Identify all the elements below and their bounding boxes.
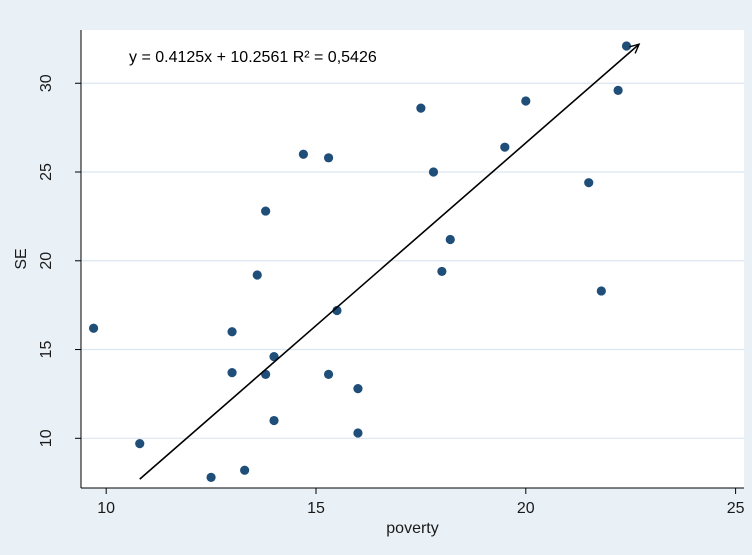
data-point <box>261 206 271 216</box>
grid-lines <box>81 82 744 439</box>
data-point <box>261 369 271 379</box>
trendline-arrowhead <box>629 43 641 54</box>
x-tick-label: 20 <box>517 500 535 517</box>
data-point <box>596 286 606 296</box>
trendline-group <box>139 43 641 480</box>
data-point <box>437 266 447 277</box>
x-axis-title: poverty <box>386 520 438 537</box>
regression-annotation: y = 0.4125x + 10.2561 R² = 0,5426 <box>129 49 377 66</box>
data-point <box>332 305 342 316</box>
y-tick-label: 25 <box>38 163 55 181</box>
data-point <box>428 167 439 177</box>
data-point <box>227 327 237 337</box>
data-point <box>88 323 99 333</box>
plot-area <box>81 30 744 488</box>
data-point <box>613 85 623 95</box>
y-tick-label: 30 <box>38 74 55 92</box>
data-point <box>323 153 334 163</box>
data-point <box>269 352 279 362</box>
data-point <box>353 428 363 438</box>
data-point <box>227 368 237 378</box>
data-point <box>135 439 145 449</box>
data-point <box>206 472 216 482</box>
data-point <box>298 149 308 159</box>
data-point <box>240 465 250 475</box>
data-point <box>621 41 632 51</box>
data-point <box>269 415 279 426</box>
x-tick-label: 25 <box>727 500 745 517</box>
y-tick-label: 15 <box>38 341 55 359</box>
trendline <box>139 43 640 480</box>
data-point <box>584 178 594 188</box>
y-axis-title: SE <box>13 248 30 269</box>
y-tick-label: 10 <box>38 429 55 447</box>
data-point <box>500 142 510 152</box>
x-tick-label: 10 <box>97 500 115 517</box>
data-point <box>445 234 455 245</box>
tick-labels: 10 15 20 25 10 15 20 25 30 <box>38 74 744 517</box>
data-point <box>252 270 262 280</box>
axes <box>75 30 744 494</box>
data-point <box>353 383 363 394</box>
y-tick-label: 20 <box>38 252 55 270</box>
data-point <box>323 369 334 379</box>
data-point <box>521 96 531 106</box>
x-tick-label: 15 <box>307 500 325 517</box>
data-point <box>416 103 426 113</box>
